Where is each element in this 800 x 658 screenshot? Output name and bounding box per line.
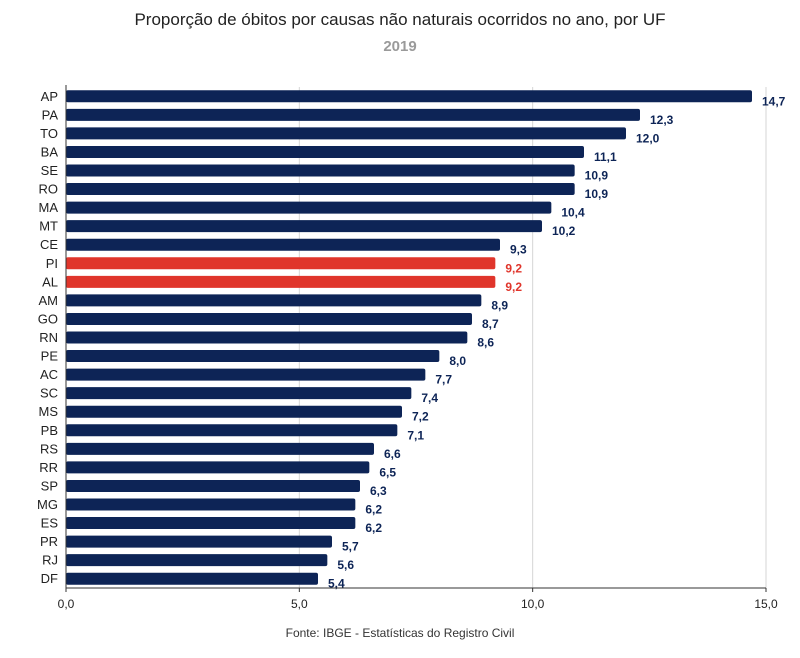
bar-sc	[66, 387, 412, 400]
bar-ap	[66, 90, 752, 103]
value-label: 9,3	[510, 243, 527, 257]
value-label: 9,2	[505, 280, 522, 294]
bar-ro	[66, 183, 575, 196]
category-label: RR	[39, 460, 58, 475]
value-label: 7,7	[435, 373, 452, 387]
category-label: MG	[37, 497, 58, 512]
bar-pe	[66, 350, 440, 363]
bar-rn	[66, 331, 468, 344]
bar-rj	[66, 554, 328, 567]
category-label: RN	[39, 330, 58, 345]
value-label: 5,4	[328, 577, 345, 591]
category-label: PR	[40, 534, 58, 549]
bar-ma	[66, 201, 552, 214]
bar-sp	[66, 479, 360, 492]
bar-pb	[66, 424, 398, 437]
value-label: 12,0	[636, 131, 660, 145]
value-label: 10,9	[585, 187, 609, 201]
category-label: MS	[39, 404, 59, 419]
x-tick-label: 10,0	[521, 597, 545, 611]
bar-pr	[66, 535, 332, 548]
category-label: RJ	[42, 553, 58, 568]
category-label: BA	[41, 144, 59, 159]
category-label: AP	[41, 89, 58, 104]
x-tick-label: 5,0	[291, 597, 308, 611]
bar-ce	[66, 238, 500, 251]
bar-df	[66, 572, 318, 585]
category-label: PE	[41, 349, 59, 364]
x-tick-label: 0,0	[58, 597, 75, 611]
x-tick-label: 15,0	[754, 597, 778, 611]
value-label: 7,4	[421, 391, 438, 405]
value-label: 10,9	[585, 169, 609, 183]
value-label: 8,6	[477, 336, 494, 350]
category-label: AC	[40, 367, 58, 382]
category-label: SE	[41, 163, 59, 178]
category-label: AM	[39, 293, 59, 308]
category-label: ES	[41, 516, 59, 531]
bar-se	[66, 164, 575, 177]
value-label: 14,7	[762, 94, 786, 108]
bar-ba	[66, 145, 584, 158]
bar-rr	[66, 461, 370, 474]
value-label: 10,4	[561, 206, 585, 220]
category-label: DF	[41, 571, 58, 586]
value-label: 8,9	[491, 298, 508, 312]
category-label: RO	[39, 182, 59, 197]
chart-title: Proporção de óbitos por causas não natur…	[134, 10, 666, 29]
bar-to	[66, 127, 626, 140]
value-label: 6,2	[365, 521, 382, 535]
category-label: SC	[40, 386, 58, 401]
value-label: 6,5	[379, 465, 396, 479]
bar-mt	[66, 220, 542, 233]
value-label: 7,2	[412, 410, 429, 424]
category-label: CE	[40, 237, 58, 252]
value-label: 6,6	[384, 447, 401, 461]
value-label: 5,6	[337, 558, 354, 572]
category-label: TO	[40, 126, 58, 141]
bar-mg	[66, 498, 356, 511]
category-label: PB	[41, 423, 58, 438]
category-label: MT	[39, 219, 58, 234]
bar-al	[66, 275, 496, 288]
value-label: 12,3	[650, 113, 674, 127]
category-label: MA	[39, 200, 59, 215]
value-label: 8,0	[449, 354, 466, 368]
bar-pa	[66, 108, 640, 121]
value-label: 11,1	[594, 150, 617, 164]
bar-ac	[66, 368, 426, 381]
chart-subtitle: 2019	[383, 38, 417, 55]
value-label: 10,2	[552, 224, 576, 238]
bar-go	[66, 312, 472, 325]
value-label: 6,2	[365, 503, 382, 517]
category-label: RS	[40, 441, 58, 456]
value-label: 7,1	[407, 428, 424, 442]
value-label: 5,7	[342, 540, 359, 554]
value-label: 6,3	[370, 484, 387, 498]
bar-am	[66, 294, 482, 307]
chart-source: Fonte: IBGE - Estatísticas do Registro C…	[285, 626, 515, 640]
value-label: 9,2	[505, 261, 522, 275]
bar-pi	[66, 257, 496, 270]
category-label: PI	[46, 256, 58, 271]
category-label: AL	[42, 274, 58, 289]
value-label: 8,7	[482, 317, 499, 331]
bar-rs	[66, 442, 374, 455]
category-label: SP	[41, 478, 58, 493]
category-label: GO	[38, 311, 58, 326]
bar-ms	[66, 405, 402, 418]
category-label: PA	[42, 107, 59, 122]
bar-es	[66, 517, 356, 530]
